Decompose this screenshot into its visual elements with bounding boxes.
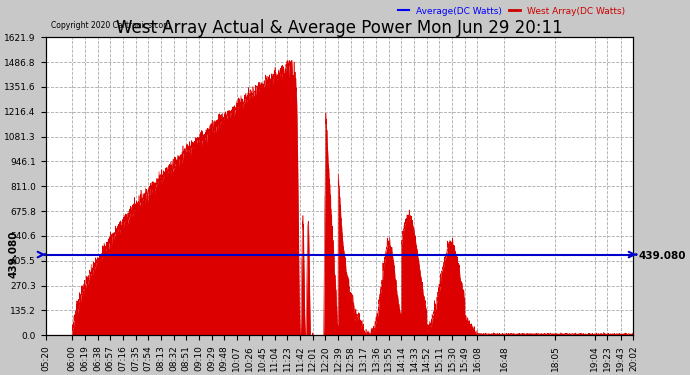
Title: West Array Actual & Average Power Mon Jun 29 20:11: West Array Actual & Average Power Mon Ju… bbox=[116, 19, 563, 37]
Legend: Average(DC Watts), West Array(DC Watts): Average(DC Watts), West Array(DC Watts) bbox=[395, 3, 629, 19]
Text: Copyright 2020 Cartronics.com: Copyright 2020 Cartronics.com bbox=[51, 21, 171, 30]
Text: 439.080: 439.080 bbox=[8, 231, 18, 278]
